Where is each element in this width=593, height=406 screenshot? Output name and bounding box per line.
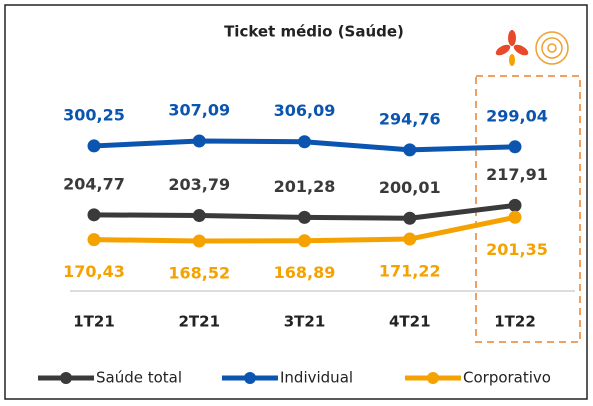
point <box>298 135 311 149</box>
frame <box>4 4 588 400</box>
point <box>87 208 101 222</box>
data-label: 201,35 <box>486 240 548 259</box>
data-label: 200,01 <box>379 178 441 197</box>
legend-marker <box>427 372 439 384</box>
legend-label: Corporativo <box>463 369 551 387</box>
point <box>87 139 101 153</box>
data-label: 306,09 <box>274 101 336 120</box>
logo-flower <box>495 30 529 66</box>
point <box>192 209 206 223</box>
point <box>192 134 206 148</box>
data-label: 217,91 <box>486 165 548 184</box>
data-label: 168,52 <box>168 264 230 283</box>
data-label: 168,89 <box>274 263 336 282</box>
point <box>298 210 311 224</box>
x-tick-label: 4T21 <box>389 313 431 331</box>
point <box>508 210 522 224</box>
data-label: 300,25 <box>63 105 125 124</box>
point <box>403 232 417 246</box>
legend-marker <box>244 372 256 384</box>
data-label: 307,09 <box>168 101 230 120</box>
data-label: 170,43 <box>63 262 125 281</box>
point <box>298 234 311 248</box>
x-tick-label: 1T21 <box>73 313 115 331</box>
logo-mandala <box>535 31 569 65</box>
point <box>192 234 206 248</box>
chart-title: Ticket médio (Saúde) <box>224 23 404 41</box>
point <box>403 143 417 157</box>
x-tick-label: 2T21 <box>178 313 220 331</box>
data-label: 171,22 <box>379 262 441 281</box>
point <box>508 198 522 212</box>
point <box>403 211 417 225</box>
data-label: 299,04 <box>486 106 548 125</box>
x-tick-label: 1T22 <box>494 313 536 331</box>
x-tick-label: 3T21 <box>284 313 326 331</box>
legend-marker <box>60 372 72 384</box>
legend-label: Individual <box>280 369 353 387</box>
data-label: 204,77 <box>63 174 125 193</box>
data-label: 294,76 <box>379 109 441 128</box>
point <box>508 140 522 154</box>
legend-label: Saúde total <box>96 369 182 387</box>
point <box>87 233 101 247</box>
data-label: 201,28 <box>274 177 336 196</box>
data-label: 203,79 <box>168 175 230 194</box>
